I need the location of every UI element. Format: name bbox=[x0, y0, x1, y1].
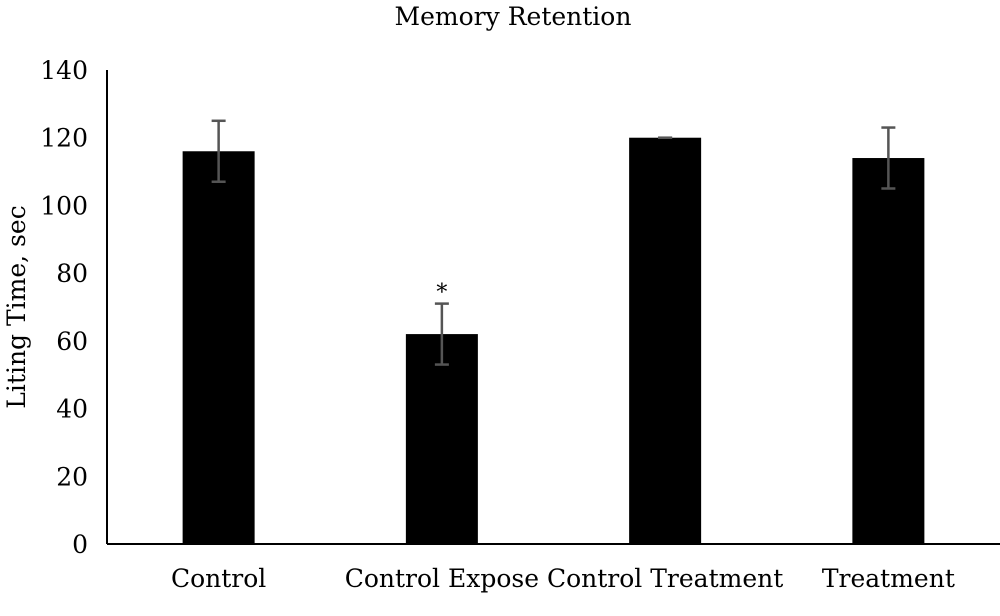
x-tick-label: Control Treatment bbox=[547, 564, 783, 593]
error-bar-control-expose bbox=[434, 302, 449, 366]
error-bar-treatment bbox=[881, 126, 896, 190]
y-tick-label: 100 bbox=[40, 191, 88, 220]
error-bars-layer bbox=[211, 119, 896, 366]
x-category-labels: Control Control Expose Control Treatment Tr… bbox=[171, 564, 955, 593]
y-axis-label: Liting Time, sec bbox=[2, 205, 31, 408]
y-tick-label: 0 bbox=[72, 530, 88, 559]
error-bar-control bbox=[211, 119, 226, 183]
y-tick-label: 120 bbox=[40, 124, 88, 153]
x-tick-label: Control bbox=[171, 564, 266, 593]
bar-treatment bbox=[852, 158, 925, 544]
bar-control-expose bbox=[405, 334, 478, 544]
bars-layer bbox=[182, 137, 925, 544]
y-tick-label: 140 bbox=[40, 56, 88, 85]
y-tick-label: 80 bbox=[56, 259, 88, 288]
y-tick-label: 40 bbox=[56, 395, 88, 424]
significance-marker: * bbox=[436, 281, 447, 306]
chart-title: Memory Retention bbox=[395, 2, 632, 31]
annotations-layer: * bbox=[436, 281, 447, 306]
x-tick-label: Treatment bbox=[822, 564, 955, 593]
y-tick-label: 60 bbox=[56, 327, 88, 356]
y-tick-labels: 0 20 40 60 80 100 120 140 bbox=[40, 56, 88, 559]
bar-control-treatment bbox=[629, 137, 702, 544]
x-tick-label: Control Expose bbox=[345, 564, 539, 593]
y-tick-label: 20 bbox=[56, 462, 88, 491]
bar-control bbox=[182, 151, 255, 544]
axes-layer bbox=[106, 70, 1000, 545]
